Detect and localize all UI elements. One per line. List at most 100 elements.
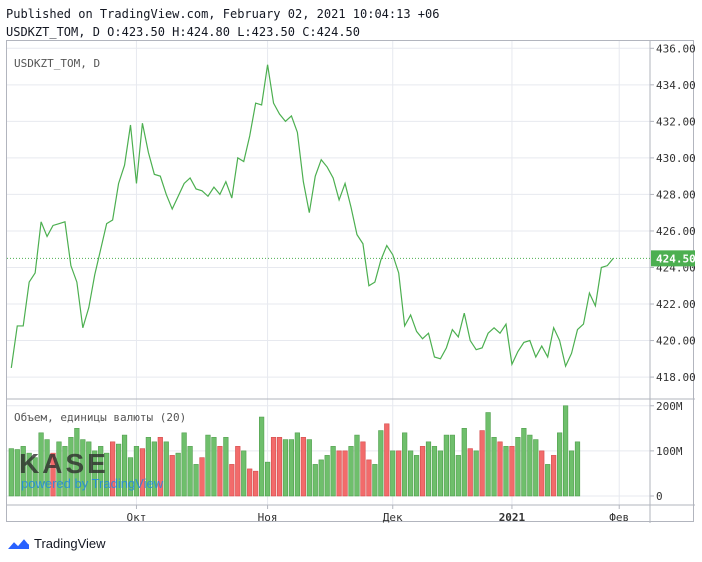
price-point[interactable] — [81, 326, 85, 330]
price-point[interactable] — [587, 291, 591, 295]
volume-bar[interactable] — [318, 459, 324, 497]
volume-bar[interactable] — [74, 428, 80, 497]
volume-bar[interactable] — [324, 455, 330, 497]
volume-bar[interactable] — [437, 450, 444, 497]
price-point[interactable] — [194, 187, 198, 191]
volume-bar[interactable] — [562, 405, 569, 497]
price-point[interactable] — [99, 247, 103, 251]
price-point[interactable] — [510, 362, 514, 366]
volume-bar[interactable] — [473, 450, 479, 497]
price-point[interactable] — [230, 196, 234, 200]
volume-bar[interactable] — [115, 443, 122, 497]
price-point[interactable] — [242, 159, 246, 163]
price-point[interactable] — [367, 284, 371, 288]
price-point[interactable] — [528, 338, 532, 342]
volume-bar[interactable] — [479, 430, 485, 497]
price-point[interactable] — [426, 331, 430, 335]
price-point[interactable] — [93, 273, 97, 277]
price-point[interactable] — [15, 324, 19, 328]
price-point[interactable] — [283, 119, 287, 123]
price-point[interactable] — [575, 327, 579, 331]
volume-bar[interactable] — [133, 446, 140, 497]
price-point[interactable] — [504, 322, 508, 326]
volume-bar[interactable] — [455, 455, 461, 497]
price-point[interactable] — [224, 179, 228, 183]
price-point[interactable] — [170, 207, 174, 211]
volume-bar[interactable] — [86, 441, 92, 497]
volume-bar[interactable] — [419, 446, 426, 497]
volume-bar[interactable] — [211, 437, 217, 497]
price-point[interactable] — [414, 329, 418, 333]
volume-bar[interactable] — [360, 441, 366, 497]
volume-bar[interactable] — [497, 441, 503, 497]
volume-bar[interactable] — [467, 448, 473, 497]
volume-bar[interactable] — [247, 468, 253, 497]
price-point[interactable] — [200, 189, 204, 193]
price-point[interactable] — [522, 340, 526, 344]
price-point[interactable] — [271, 101, 275, 105]
volume-bar[interactable] — [187, 446, 193, 497]
price-point[interactable] — [21, 324, 25, 328]
volume-bar[interactable] — [175, 452, 181, 497]
volume-bar[interactable] — [288, 439, 295, 497]
price-point[interactable] — [218, 192, 222, 196]
price-point[interactable] — [33, 271, 37, 275]
price-point[interactable] — [307, 210, 311, 214]
price-point[interactable] — [110, 218, 114, 222]
price-point[interactable] — [75, 280, 79, 284]
volume-bar[interactable] — [62, 446, 68, 497]
price-point[interactable] — [540, 344, 544, 348]
volume-bar[interactable] — [20, 446, 26, 497]
price-point[interactable] — [134, 181, 138, 185]
volume-bar[interactable] — [306, 439, 312, 497]
volume-bar[interactable] — [253, 470, 259, 497]
price-point[interactable] — [289, 114, 293, 118]
price-point[interactable] — [325, 165, 329, 169]
price-point[interactable] — [57, 221, 61, 225]
price-point[interactable] — [343, 181, 347, 185]
price-point[interactable] — [164, 192, 168, 196]
volume-bar[interactable] — [425, 441, 432, 497]
volume-bar[interactable] — [229, 464, 235, 497]
volume-bar[interactable] — [282, 439, 289, 497]
volume-bar[interactable] — [56, 441, 62, 497]
price-line[interactable] — [10, 64, 614, 369]
price-point[interactable] — [277, 112, 281, 116]
volume-bar[interactable] — [557, 432, 563, 497]
volume-bar[interactable] — [568, 450, 575, 497]
volume-bar[interactable] — [539, 450, 545, 497]
chart-frame[interactable]: 418.00 420.00 422.00 424.00 426.00 428.00 430.… — [6, 40, 695, 523]
price-point[interactable] — [474, 347, 478, 351]
price-point[interactable] — [212, 185, 216, 189]
price-point[interactable] — [128, 123, 132, 127]
volume-bar[interactable] — [127, 457, 134, 497]
price-point[interactable] — [295, 130, 299, 134]
price-point[interactable] — [408, 313, 412, 317]
volume-bar[interactable] — [294, 432, 300, 497]
volume-bar[interactable] — [396, 450, 402, 497]
volume-bar[interactable] — [92, 450, 98, 497]
price-point[interactable] — [9, 366, 13, 370]
volume-bar[interactable] — [312, 464, 318, 497]
volume-bar[interactable] — [527, 434, 533, 497]
volume-bar[interactable] — [217, 446, 223, 497]
price-point[interactable] — [480, 346, 484, 350]
price-point[interactable] — [206, 194, 210, 198]
volume-bar[interactable] — [169, 455, 175, 497]
price-point[interactable] — [397, 271, 401, 275]
price-point[interactable] — [551, 326, 555, 330]
price-point[interactable] — [373, 280, 377, 284]
price-point[interactable] — [361, 242, 365, 246]
price-point[interactable] — [402, 324, 406, 328]
volume-bar[interactable] — [151, 441, 157, 497]
volume-bar[interactable] — [533, 439, 539, 497]
volume-bar[interactable] — [163, 441, 169, 497]
price-point[interactable] — [51, 223, 55, 227]
price-point[interactable] — [39, 220, 43, 224]
price-point[interactable] — [337, 198, 341, 202]
price-point[interactable] — [116, 181, 120, 185]
volume-bar[interactable] — [574, 441, 581, 497]
price-point[interactable] — [265, 63, 269, 67]
volume-bar[interactable] — [384, 423, 390, 497]
price-point[interactable] — [593, 304, 597, 308]
